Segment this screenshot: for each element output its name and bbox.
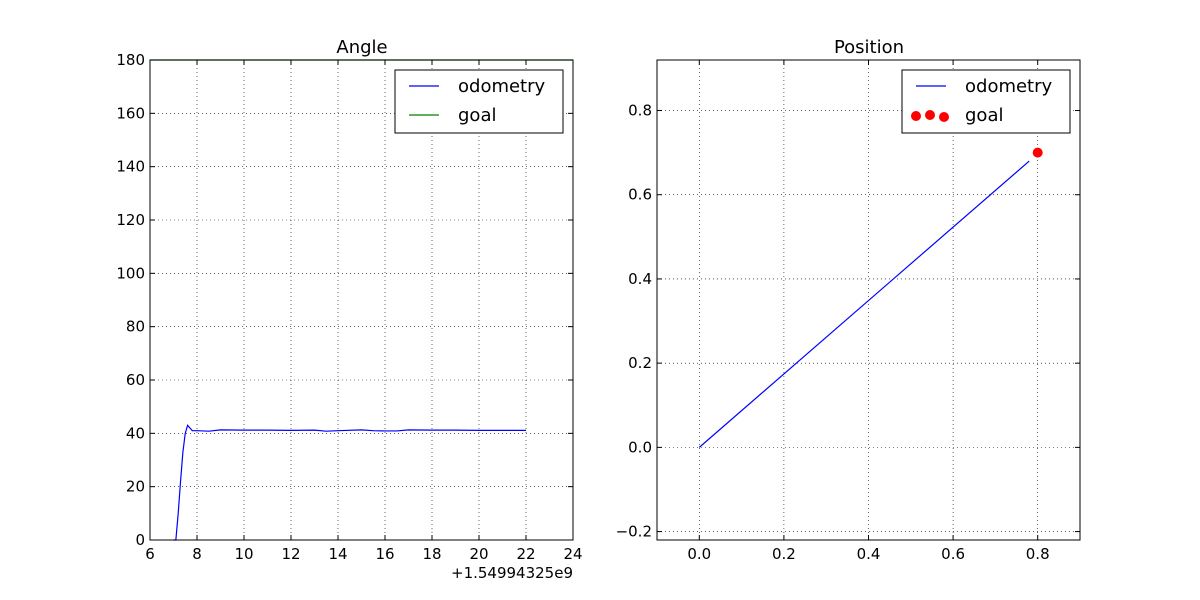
position-x-tick-label: 0.8 bbox=[1026, 545, 1050, 563]
position-legend-goal-marker bbox=[939, 112, 949, 122]
position-y-tick-label: 0.0 bbox=[628, 438, 652, 456]
position-legend-goal-marker bbox=[911, 111, 921, 121]
angle-x-tick-label: 22 bbox=[516, 545, 535, 563]
position-y-tick-label: −0.2 bbox=[616, 523, 652, 541]
angle-y-tick-label: 40 bbox=[126, 424, 145, 442]
position-x-tick-label: 0.2 bbox=[772, 545, 796, 563]
angle-plot-title: Angle bbox=[336, 37, 387, 58]
position-legend-goal-marker bbox=[925, 110, 935, 120]
angle-x-tick-label: 8 bbox=[192, 545, 202, 563]
angle-y-tick-label: 140 bbox=[116, 158, 145, 176]
angle-x-tick-label: 12 bbox=[281, 545, 300, 563]
angle-plot-frame bbox=[149, 59, 574, 541]
angle-x-tick-label: 20 bbox=[469, 545, 488, 563]
position-series-goal-point bbox=[1032, 147, 1043, 158]
angle-legend-odometry-label: odometry bbox=[458, 76, 546, 97]
angle-ticks: 6 8 10 12 14 16 18 20 22 24 0 20 40 60 80 100 120 140 160 1… bbox=[116, 51, 582, 563]
position-x-tick-label: 0.6 bbox=[941, 545, 965, 563]
position-plot-title: Position bbox=[834, 37, 904, 58]
position-plot: Position 0.0 0.2 0.4 0.6 0.8 −0.2 0.0 0.2 0.4 0.6… bbox=[616, 37, 1081, 563]
position-x-tick-label: 0.4 bbox=[857, 545, 881, 563]
angle-x-tick-label: 6 bbox=[145, 545, 155, 563]
angle-y-tick-label: 100 bbox=[116, 264, 145, 282]
position-series-odometry-line bbox=[698, 160, 1030, 448]
angle-x-tick-label: 24 bbox=[563, 545, 582, 563]
angle-x-tick-label: 10 bbox=[234, 545, 253, 563]
position-ticks: 0.0 0.2 0.4 0.6 0.8 −0.2 0.0 0.2 0.4 0.6 0.8 bbox=[616, 60, 1080, 563]
angle-series-odometry-line bbox=[173, 424, 526, 541]
angle-x-tick-label: 16 bbox=[375, 545, 394, 563]
angle-y-tick-label: 60 bbox=[126, 371, 145, 389]
angle-legend-goal-label: goal bbox=[458, 105, 496, 126]
angle-legend: odometry goal bbox=[394, 69, 564, 134]
angle-y-tick-label: 0 bbox=[135, 531, 145, 549]
angle-x-tick-label: 18 bbox=[422, 545, 441, 563]
position-legend-goal-label: goal bbox=[965, 105, 1003, 126]
position-legend-odometry-label: odometry bbox=[965, 76, 1053, 97]
angle-y-tick-label: 120 bbox=[116, 211, 145, 229]
angle-y-tick-label: 180 bbox=[116, 51, 145, 69]
position-series bbox=[698, 147, 1043, 448]
position-legend: odometry goal bbox=[901, 69, 1071, 134]
angle-plot: Angle 6 8 10 12 14 16 18 20 22 24 0 20 40 60 80 100 120 1… bbox=[116, 37, 582, 582]
position-x-tick-label: 0.0 bbox=[687, 545, 711, 563]
angle-x-tick-label: 14 bbox=[328, 545, 347, 563]
position-y-tick-label: 0.2 bbox=[628, 354, 652, 372]
position-y-tick-label: 0.4 bbox=[628, 270, 652, 288]
angle-legend-box bbox=[394, 69, 564, 134]
position-legend-box bbox=[901, 69, 1071, 134]
angle-x-offset-text: +1.54994325e9 bbox=[451, 564, 573, 582]
angle-y-tick-label: 80 bbox=[126, 318, 145, 336]
position-y-tick-label: 0.8 bbox=[628, 102, 652, 120]
angle-y-tick-label: 20 bbox=[126, 478, 145, 496]
position-y-tick-label: 0.6 bbox=[628, 186, 652, 204]
angle-y-tick-label: 160 bbox=[116, 104, 145, 122]
